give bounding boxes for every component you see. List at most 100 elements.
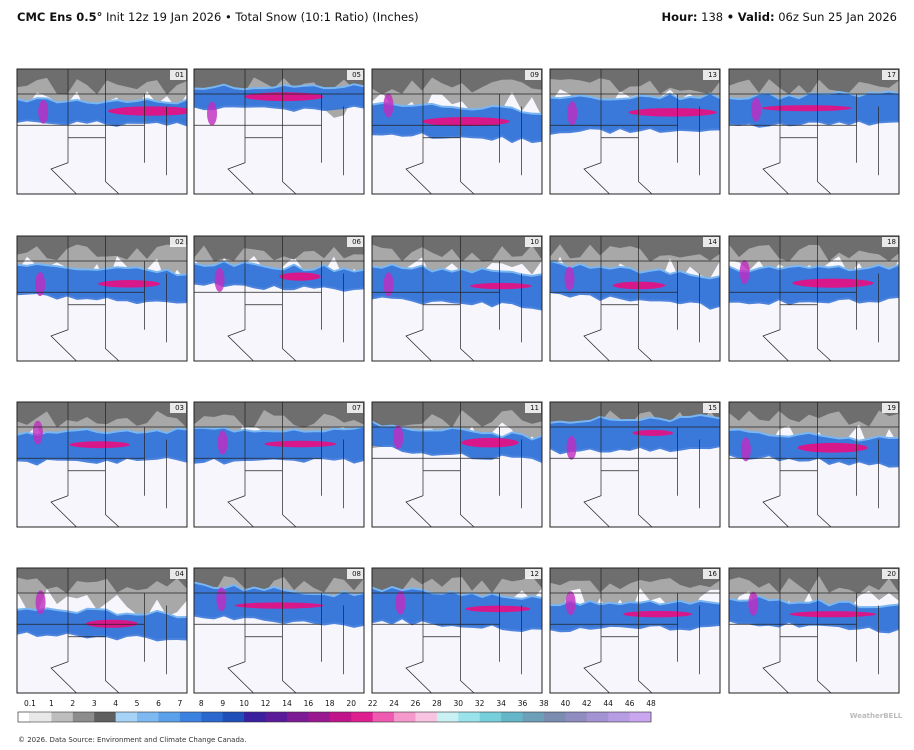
- description: Init 12z 19 Jan 2026 • Total Snow (10:1 …: [106, 10, 419, 24]
- member-label: 11: [530, 404, 539, 412]
- map-panel: 10: [371, 235, 543, 362]
- gray-snow: [729, 236, 899, 262]
- texas-outline: [405, 470, 475, 527]
- gray-snow: [372, 568, 542, 593]
- map-border: [728, 235, 900, 362]
- gray-snow: [17, 402, 187, 428]
- member-box: [703, 237, 719, 247]
- hour-label: Hour:: [661, 10, 698, 24]
- colorbar-swatch: [137, 712, 159, 722]
- map-panel: 17: [728, 68, 900, 195]
- heavy-snow-west: [214, 267, 225, 292]
- colorbar-start: [17, 711, 31, 723]
- texas-outline: [227, 470, 297, 527]
- map-fields: [729, 568, 899, 693]
- colorbar-swatch: [565, 712, 588, 722]
- map-fields: [194, 402, 364, 527]
- member-label: 16: [708, 570, 717, 578]
- map-border: [728, 567, 900, 694]
- map-fields: [372, 402, 542, 527]
- map-panel: 13: [549, 68, 721, 195]
- map-panel: 03: [16, 401, 188, 528]
- map-border: [728, 401, 900, 528]
- colorbar-swatch: [244, 712, 267, 722]
- colorbar-label: 32: [475, 699, 485, 708]
- colorbar-label: 26: [411, 699, 421, 708]
- member-label: 17: [887, 71, 896, 79]
- colorbar-label: 9: [220, 699, 225, 708]
- heavy-snow: [98, 280, 161, 288]
- heavy-snow-west: [564, 266, 575, 291]
- member-label: 15: [708, 404, 717, 412]
- map-border: [16, 68, 188, 195]
- heavy-snow: [264, 440, 337, 448]
- map-border: [371, 68, 543, 195]
- colorbar-label: 16: [304, 699, 314, 708]
- member-label: 10: [530, 238, 539, 246]
- texas-outline: [227, 304, 297, 361]
- gray-snow: [729, 69, 899, 95]
- map-border: [193, 401, 365, 528]
- map-panel: 20: [728, 567, 900, 694]
- map-border: [549, 235, 721, 362]
- texas-outline: [50, 304, 120, 361]
- map-panel: 04: [16, 567, 188, 694]
- heavy-snow: [461, 437, 519, 448]
- map-fields: [17, 402, 187, 527]
- texas-outline: [405, 137, 475, 194]
- member-box: [347, 237, 363, 247]
- member-label: 19: [887, 404, 896, 412]
- member-box: [703, 70, 719, 80]
- colorbar-label: 34: [496, 699, 506, 708]
- map-border: [16, 235, 188, 362]
- heavy-snow: [792, 278, 874, 288]
- member-label: 14: [708, 238, 717, 246]
- map-fields: [729, 236, 899, 361]
- colorbar-swatch: [286, 712, 309, 722]
- gray-snow: [17, 568, 187, 594]
- map-panel: 02: [16, 235, 188, 362]
- map-fields: [729, 402, 899, 527]
- texas-outline: [762, 636, 832, 693]
- texas-outline: [583, 137, 653, 194]
- heavy-snow-west: [207, 101, 218, 126]
- map-panel: 14: [549, 235, 721, 362]
- logo: WeatherBELL: [850, 712, 903, 720]
- heavy-snow: [797, 442, 868, 453]
- map-fields: [550, 69, 720, 194]
- valid: 06z Sun 25 Jan 2026: [778, 10, 897, 24]
- colorbar-swatch: [629, 712, 652, 722]
- map-panel: 16: [549, 567, 721, 694]
- colorbar-label: 44: [603, 699, 613, 708]
- heavy-snow-west: [565, 591, 576, 616]
- colorbar-swatch: [308, 712, 331, 722]
- member-label: 06: [352, 238, 361, 246]
- heavy-snow: [789, 611, 876, 618]
- gray-snow: [550, 568, 720, 593]
- map-border: [549, 567, 721, 694]
- member-box: [525, 403, 541, 413]
- texas-outline: [50, 470, 120, 527]
- colorbar-label: 1: [49, 699, 54, 708]
- hour: 138: [701, 10, 724, 24]
- colorbar-label: 10: [239, 699, 249, 708]
- member-label: 03: [175, 404, 184, 412]
- colorbar-swatch: [608, 712, 631, 722]
- colorbar-swatch: [436, 712, 459, 722]
- map-fields: [194, 236, 364, 361]
- member-box: [170, 403, 186, 413]
- heavy-snow-west: [566, 435, 577, 460]
- member-box: [882, 569, 898, 579]
- colorbar-swatch: [201, 712, 224, 722]
- member-box: [170, 569, 186, 579]
- map-panel: 08: [193, 567, 365, 694]
- heavy-snow-west: [383, 272, 394, 297]
- colorbar-label: 46: [625, 699, 635, 708]
- colorbar-label: 8: [199, 699, 204, 708]
- heavy-snow-west: [395, 590, 406, 615]
- map-fields: [17, 568, 187, 693]
- colorbar-swatch: [543, 712, 566, 722]
- map-fields: [194, 69, 364, 194]
- heavy-snow: [244, 92, 324, 102]
- heavy-snow-west: [740, 437, 751, 462]
